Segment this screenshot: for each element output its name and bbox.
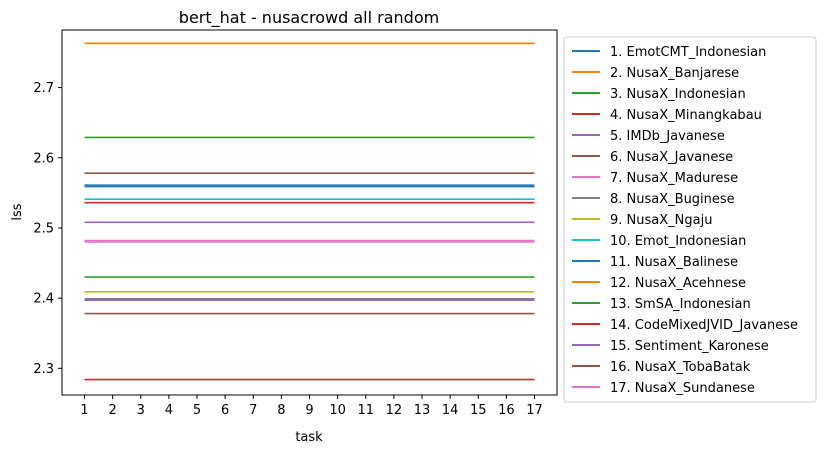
x-tick-label: 16 <box>498 403 515 418</box>
legend-label-6: 6. NusaX_Javanese <box>610 150 733 165</box>
legend-label-17: 17. NusaX_Sundanese <box>610 381 755 396</box>
x-tick-label: 11 <box>357 403 374 418</box>
chart-title: bert_hat - nusacrowd all random <box>179 8 439 28</box>
x-tick-label: 10 <box>329 403 346 418</box>
legend-label-15: 15. Sentiment_Karonese <box>610 339 769 354</box>
x-tick-label: 7 <box>249 403 257 418</box>
legend-label-2: 2. NusaX_Banjarese <box>610 66 739 81</box>
x-tick-label: 6 <box>221 403 229 418</box>
series-lines <box>84 42 535 381</box>
legend-label-8: 8. NusaX_Buginese <box>610 192 735 207</box>
legend-label-13: 13. SmSA_Indonesian <box>610 297 751 312</box>
legend-label-11: 11. NusaX_Balinese <box>610 255 738 270</box>
legend-label-10: 10. Emot_Indonesian <box>610 234 746 249</box>
legend-label-1: 1. EmotCMT_Indonesian <box>610 45 766 60</box>
x-tick-label: 1 <box>80 403 88 418</box>
plot-area <box>61 29 558 396</box>
x-axis-label: task <box>295 430 323 445</box>
legend-label-5: 5. IMDb_Javanese <box>610 129 725 144</box>
x-tick-label: 3 <box>137 403 145 418</box>
x-tick-label: 12 <box>386 403 403 418</box>
x-tick-label: 9 <box>305 403 313 418</box>
y-tick-label: 2.5 <box>33 221 54 236</box>
y-axis-label: lss <box>10 203 25 220</box>
x-tick-label: 17 <box>526 403 543 418</box>
legend-frame <box>563 36 817 403</box>
x-tick-label: 14 <box>442 403 459 418</box>
x-tick-label: 2 <box>108 403 116 418</box>
legend-label-12: 12. NusaX_Acehnese <box>610 276 746 291</box>
legend-label-14: 14. CodeMixedJVID_Javanese <box>610 318 798 333</box>
x-tick-label: 13 <box>414 403 431 418</box>
legend-label-7: 7. NusaX_Madurese <box>610 171 738 186</box>
y-tick-label: 2.3 <box>33 362 54 377</box>
legend-label-9: 9. NusaX_Ngaju <box>610 213 712 228</box>
y-tick-label: 2.4 <box>33 292 54 307</box>
x-axis: 1 2 3 4 5 6 7 8 9 10 11 12 13 14 15 16 17 <box>80 395 543 418</box>
legend-label-4: 4. NusaX_Minangkabau <box>610 108 762 123</box>
x-tick-label: 4 <box>165 403 173 418</box>
y-axis: 2.3 2.4 2.5 2.6 2.7 <box>33 81 62 377</box>
y-tick-label: 2.7 <box>33 81 54 96</box>
legend-label-16: 16. NusaX_TobaBatak <box>610 360 751 375</box>
x-tick-label: 5 <box>193 403 201 418</box>
y-tick-label: 2.6 <box>33 151 54 166</box>
x-tick-label: 8 <box>277 403 285 418</box>
legend-label-3: 3. NusaX_Indonesian <box>610 87 746 102</box>
x-tick-label: 15 <box>470 403 487 418</box>
legend: 1. EmotCMT_Indonesian 2. NusaX_Banjarese 3… <box>563 36 817 403</box>
